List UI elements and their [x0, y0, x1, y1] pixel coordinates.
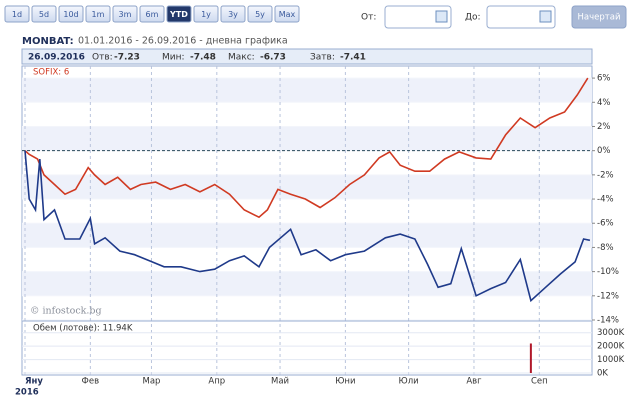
grid-band: [22, 174, 592, 200]
period-label: 10d: [63, 10, 78, 19]
to-input[interactable]: [486, 5, 556, 29]
draw-button-label: Начертай: [578, 13, 621, 23]
period-button[interactable]: [85, 5, 111, 23]
x-tick-label: Юни: [335, 377, 355, 387]
legend-entry: SOFIX: 6: [33, 68, 69, 78]
grid-band: [22, 223, 592, 248]
x-tick-label: Юли: [399, 377, 419, 387]
x-tick-label: Фев: [82, 377, 100, 387]
watermark: © infostock.bg: [30, 306, 102, 317]
open-label: Отв:: [92, 53, 113, 63]
y-tick-label: 2%: [597, 122, 611, 132]
period-button[interactable]: [139, 5, 165, 23]
y-tick-label: -12%: [597, 291, 619, 301]
period-label: 3m: [119, 10, 132, 19]
grid-band: [22, 78, 592, 103]
y-tick-label: 0K: [597, 369, 608, 379]
x-tick-label: Авг: [466, 377, 482, 387]
y-tick-label: -14%: [597, 316, 619, 326]
open-value: -7.23: [114, 53, 140, 63]
period-button[interactable]: [58, 5, 84, 23]
grid-band: [22, 126, 592, 151]
y-tick-label: 6%: [597, 74, 611, 84]
to-label: До:: [465, 13, 481, 23]
high-label: Макс:: [228, 53, 255, 63]
volume-label: Обем (лотове): 11.94K: [33, 324, 133, 334]
y-tick-label: -4%: [597, 195, 614, 205]
period-button[interactable]: [31, 5, 57, 23]
low-label: Мин:: [162, 53, 185, 63]
period-label: YTD: [169, 10, 188, 19]
line-series: [24, 77, 589, 219]
x-tick-label: Сеп: [531, 377, 548, 387]
calendar-icon[interactable]: [435, 10, 448, 23]
close-label: Затв:: [310, 53, 335, 63]
period-label: 1d: [12, 10, 22, 19]
high-value: -6.73: [260, 53, 286, 63]
calendar-icon[interactable]: [539, 10, 552, 23]
period-button[interactable]: [193, 5, 219, 23]
x-tick-label: Май: [271, 377, 289, 387]
period-button[interactable]: [166, 5, 192, 23]
period-label: 6m: [146, 10, 159, 19]
x-tick-label: Яну: [25, 377, 43, 387]
y-tick-label: -8%: [597, 243, 614, 253]
line-series: [24, 150, 591, 303]
y-tick-label: 2000K: [597, 342, 625, 352]
from-label: От:: [361, 13, 376, 23]
period-label: 3y: [228, 10, 238, 19]
date-range: 01.01.2016 - 26.09.2016 - дневна графика: [78, 36, 288, 47]
ticker: MONBAT:: [22, 36, 74, 47]
y-tick-label: -10%: [597, 267, 619, 277]
low-value: -7.48: [190, 53, 216, 63]
grid-band: [22, 271, 592, 296]
x-tick-label: Мар: [142, 377, 160, 387]
volume-bar: [529, 343, 532, 373]
period-label: 1y: [201, 10, 211, 19]
year-label: 2016: [15, 388, 39, 398]
y-tick-label: 3000K: [597, 328, 625, 338]
period-button[interactable]: [4, 5, 30, 23]
period-label: Max: [279, 10, 296, 19]
y-tick-label: -2%: [597, 170, 614, 180]
y-tick-label: -6%: [597, 219, 614, 229]
y-tick-label: 4%: [597, 98, 611, 108]
from-input[interactable]: [384, 5, 452, 29]
chart-frame: [21, 65, 593, 376]
period-label: 5d: [39, 10, 49, 19]
period-button[interactable]: [112, 5, 138, 23]
quote-date: 26.09.2016: [28, 53, 85, 63]
y-tick-label: 1000K: [597, 355, 625, 365]
period-label: 1m: [92, 10, 105, 19]
y-tick-label: 0%: [597, 146, 611, 156]
period-button[interactable]: [247, 5, 273, 23]
x-tick-label: Апр: [208, 377, 225, 387]
period-label: 5y: [255, 10, 265, 19]
draw-button[interactable]: [571, 5, 627, 29]
quote-box: [21, 48, 593, 65]
period-button[interactable]: [220, 5, 246, 23]
period-button[interactable]: [274, 5, 300, 23]
close-value: -7.41: [340, 53, 366, 63]
